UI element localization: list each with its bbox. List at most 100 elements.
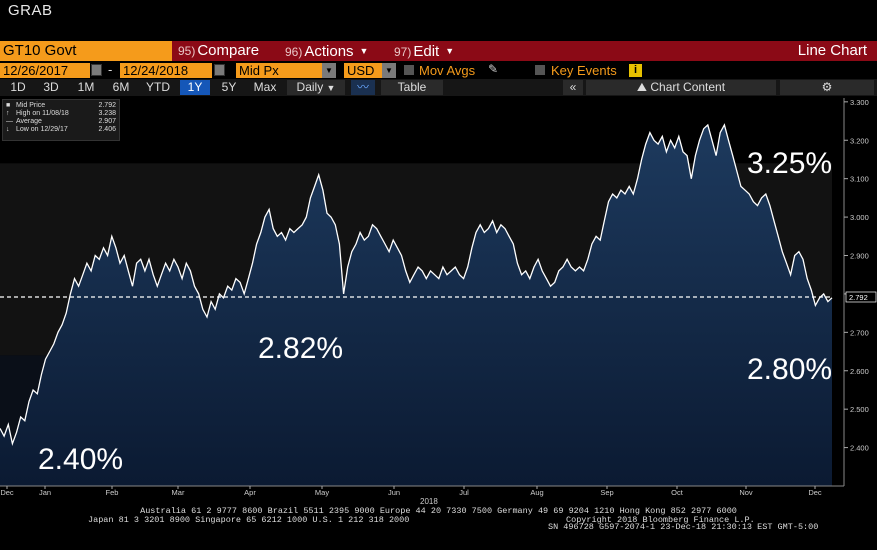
key-events-label[interactable]: Key Events [551,63,617,78]
end-date-field[interactable]: 12/24/2018 [120,63,212,78]
x-tick-label: Oct [671,488,684,497]
start-date-field[interactable]: 12/26/2017 [0,63,90,78]
key-events-checkbox[interactable] [535,65,545,75]
y-tick-label: 2.500 [850,405,869,414]
x-tick-label: Nov [739,488,753,497]
legend-label: Low on 12/29/17 [16,126,68,133]
mov-avgs-checkbox[interactable] [404,65,414,75]
value-annotation: 2.40% [38,443,123,476]
compare-button[interactable]: 95) Compare [178,41,259,61]
y-tick-label: 3.300 [850,98,869,107]
x-tick-label: Feb [106,488,119,497]
period-1y[interactable]: 1Y [180,80,210,95]
chevron-down-icon: ▼ [326,83,336,93]
footer-contacts: Australia 61 2 9777 8600 Brazil 5511 239… [140,506,737,516]
reference-value-label: 2.792 [849,293,868,302]
y-tick-label: 2.900 [850,252,869,261]
info-icon[interactable]: i [629,64,642,77]
compare-number: 95) [178,44,196,58]
currency-select[interactable]: USD [344,63,382,78]
actions-label: Actions [304,43,354,60]
legend-row: ■ Mid Price 2.792 [6,102,116,110]
y-tick-label: 3.000 [850,213,869,222]
series-line [0,123,833,447]
edit-button[interactable]: 97) Edit ▼ [394,41,454,61]
pencil-icon[interactable]: ✎ [488,62,499,76]
legend-value: 2.907 [98,118,116,125]
value-annotation: 2.80% [747,353,832,386]
gear-icon[interactable]: ⚙ [780,80,874,95]
legend-row: — Average 2.907 [6,118,116,126]
low-marker-icon: ↓ [6,126,10,133]
view-title: Line Chart [797,42,867,59]
table-button[interactable]: Table [381,80,443,95]
calendar-icon[interactable] [91,64,102,76]
edit-number: 97) [394,45,412,59]
high-marker-icon: ↑ [6,110,10,117]
actions-button[interactable]: 96) Actions ▼ [285,41,368,61]
legend-value: 3.238 [98,110,116,117]
period-6m[interactable]: 6M [112,80,130,94]
grab-label: GRAB [8,2,53,19]
x-tick-label: Dec [0,488,14,497]
average-marker-icon: — [6,118,13,125]
x-tick-label: Apr [244,488,256,497]
collapse-left-icon[interactable]: « [563,80,583,95]
period-1d[interactable]: 1D [10,80,26,94]
date-separator: - [108,62,113,77]
footer-copyright: Copyright 2018 Bloomberg Finance L.P. [566,515,755,525]
y-tick-label: 3.100 [850,175,869,184]
period-1m[interactable]: 1M [77,80,95,94]
x-tick-label: Mar [172,488,185,497]
chart-content-label: Chart Content [650,80,726,94]
chevron-down-icon[interactable]: ▼ [322,63,336,78]
x-tick-label: Aug [530,488,543,497]
function-bar [0,41,877,61]
x-tick-label: Dec [808,488,822,497]
chevron-down-icon: ▼ [359,46,369,56]
frequency-label: Daily [296,80,324,94]
plot-background [0,98,832,164]
period-max[interactable]: Max [253,80,277,94]
y-tick-label: 2.700 [850,328,869,337]
legend-label: Average [16,118,42,125]
value-annotation: 3.25% [747,147,832,180]
x-axis-year-label: 2018 [420,497,438,506]
chevron-down-icon[interactable]: ▼ [382,63,396,78]
footer-contacts-2: Japan 81 3 3201 8900 Singapore 65 6212 1… [88,515,410,525]
reference-value-tag [845,291,877,303]
security-field[interactable]: GT10 Govt [0,41,172,61]
legend-row: ↑ High on 11/08/18 3.238 [6,110,116,118]
line-chart: 3.3003.2003.1003.0002.9002.8002.7002.600… [0,98,877,497]
value-annotation: 2.82% [258,332,343,365]
field-select[interactable]: Mid Px [236,63,322,78]
y-tick-label: 3.200 [850,136,869,145]
legend-label: Mid Price [16,102,46,109]
period-ytd[interactable]: YTD [146,80,170,94]
period-3d[interactable]: 3D [43,80,59,94]
chart-content-icon: ⛰ [636,80,648,94]
x-tick-label: May [315,488,329,497]
compare-label: Compare [197,42,260,59]
period-5y[interactable]: 5Y [221,80,237,94]
y-tick-label: 2.600 [850,367,869,376]
legend-value: 2.792 [98,102,116,109]
chart-legend: ■ Mid Price 2.792 ↑ High on 11/08/18 3.238 —… [2,99,120,141]
legend-value: 2.406 [98,126,116,133]
series-area [0,124,832,487]
line-chart-icon[interactable]: 〰 [351,80,375,95]
x-tick-label: Jul [459,488,469,497]
actions-number: 96) [285,45,303,59]
x-tick-label: Sep [600,488,613,497]
legend-label: High on 11/08/18 [16,110,69,117]
chart-content-button[interactable]: ⛰ Chart Content [586,80,776,95]
x-tick-label: Jan [39,488,51,497]
frequency-select[interactable]: Daily ▼ [287,80,345,95]
legend-row: ↓ Low on 12/29/17 2.406 [6,126,116,134]
mov-avgs-label[interactable]: Mov Avgs [419,63,476,78]
chevron-down-icon: ▼ [445,46,455,56]
calendar-icon[interactable] [214,64,225,76]
x-tick-label: Jun [388,488,400,497]
y-tick-label: 2.400 [850,444,869,453]
legend-swatch-icon: ■ [6,102,11,109]
